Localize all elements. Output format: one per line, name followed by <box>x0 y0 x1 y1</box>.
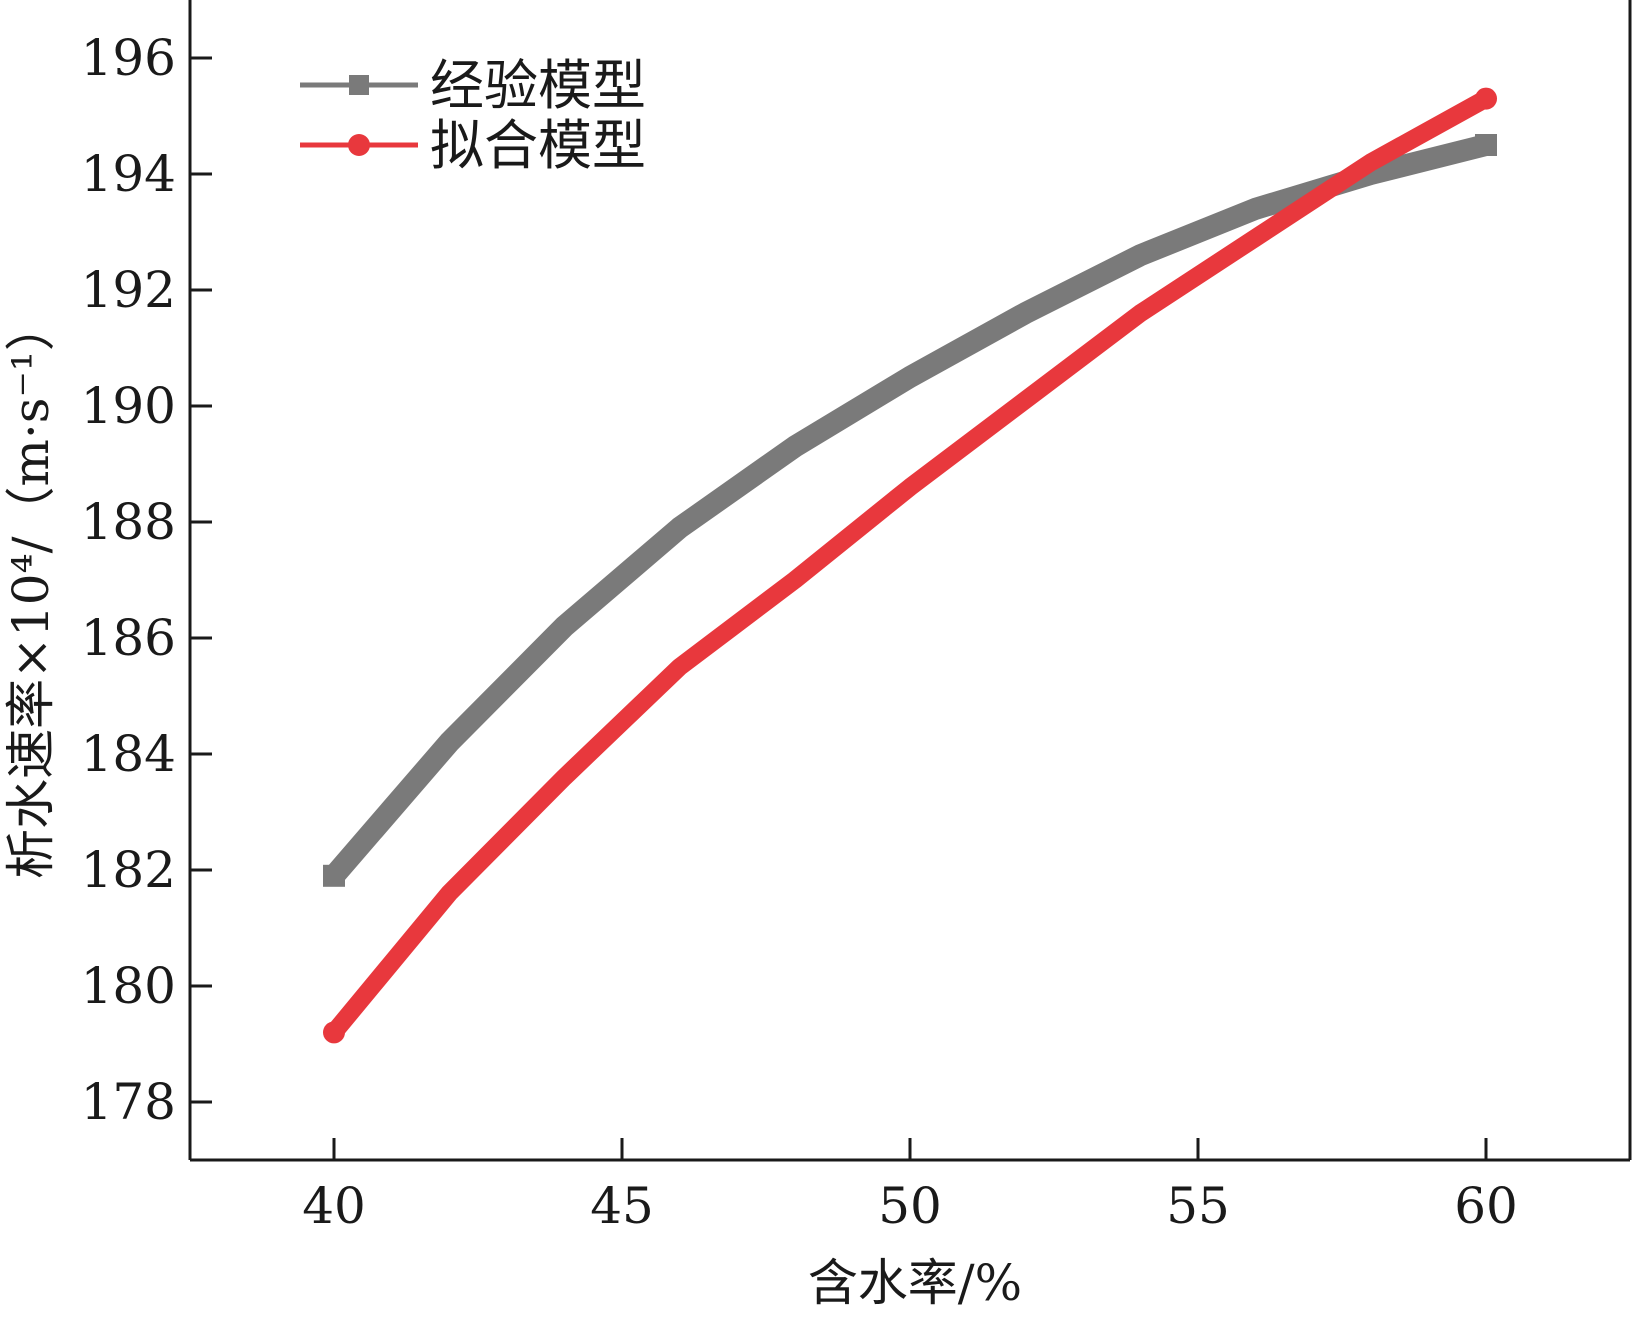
legend-marker-square <box>349 75 369 95</box>
x-tick-label: 45 <box>590 1177 654 1235</box>
y-tick-label: 180 <box>81 957 176 1015</box>
y-tick-label: 178 <box>81 1073 176 1131</box>
x-tick-label: 60 <box>1454 1177 1518 1235</box>
legend-label-2: 拟合模型 <box>430 114 646 177</box>
y-tick-label: 182 <box>81 841 176 899</box>
series-line-2 <box>325 89 1495 1042</box>
series-line-1 <box>325 134 1489 883</box>
legend-marker-circle <box>348 134 370 156</box>
series-2-point <box>323 1021 345 1044</box>
series-2-point <box>1475 87 1497 110</box>
y-tick-label: 188 <box>81 493 176 551</box>
y-tick-label: 184 <box>81 725 176 783</box>
legend-label-1: 经验模型 <box>430 54 646 117</box>
x-tick-label: 55 <box>1166 1177 1230 1235</box>
x-axis-ticks: 40 45 50 55 60 <box>302 1138 1518 1235</box>
y-tick-label: 192 <box>81 261 176 319</box>
y-axis-ticks: 178 180 182 184 186 188 190 192 194 196 <box>81 29 212 1131</box>
y-tick-label: 186 <box>81 609 176 667</box>
series-1-point <box>1475 134 1497 156</box>
x-axis-title: 含水率/% <box>808 1254 1022 1312</box>
y-tick-label: 196 <box>81 29 176 87</box>
x-tick-label: 50 <box>878 1177 942 1235</box>
x-tick-label: 40 <box>302 1177 366 1235</box>
y-tick-label: 190 <box>81 377 176 435</box>
y-tick-label: 194 <box>81 145 176 203</box>
y-axis-title: 析水速率×10⁴/（m·s⁻¹） <box>2 301 60 879</box>
series-layer <box>323 87 1497 1044</box>
series-1-point <box>323 864 345 887</box>
